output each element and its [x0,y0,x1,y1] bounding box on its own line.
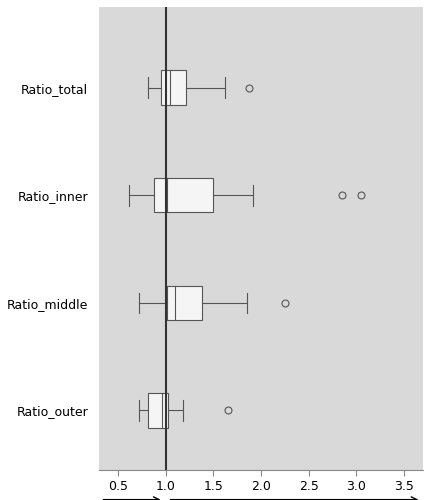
Bar [148,393,169,428]
Bar [161,70,187,105]
Bar [167,286,202,320]
Bar [154,178,213,212]
